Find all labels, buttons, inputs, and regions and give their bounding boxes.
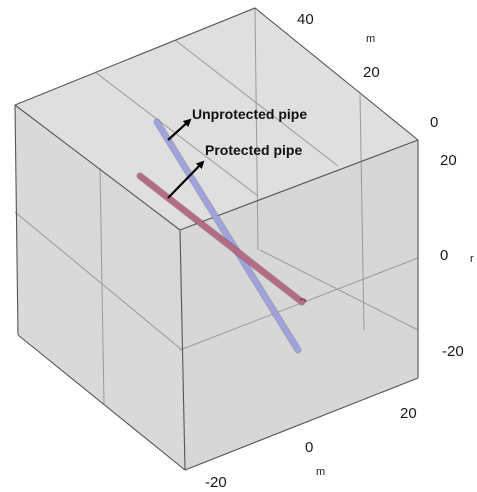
grid-lines xyxy=(14,7,419,406)
box-edges xyxy=(14,7,419,471)
back-axis-tick-40: 40 xyxy=(297,11,314,28)
pipe-end-cap xyxy=(299,298,307,303)
pipes xyxy=(136,118,307,354)
unprotected-pipe[interactable] xyxy=(154,119,301,353)
unprotected-pipe-label: Unprotected pipe xyxy=(192,106,307,122)
protected-pipe-arrow xyxy=(167,160,205,199)
box-right-face xyxy=(180,140,418,470)
box-back-face xyxy=(15,8,418,230)
protected-pipe[interactable] xyxy=(137,173,305,305)
geometry-box xyxy=(15,8,418,470)
back-axis-tick-0: 0 xyxy=(430,114,438,131)
back-axis-unit: m xyxy=(366,33,375,45)
right-axis-unit: r xyxy=(470,253,474,265)
bottom-axis-tick-20: 20 xyxy=(400,405,417,422)
bottom-axis-tick-neg20: -20 xyxy=(205,474,227,491)
bottom-axis-tick-0: 0 xyxy=(305,439,313,456)
bottom-axis-unit: m xyxy=(316,466,325,478)
right-axis-tick-0: 0 xyxy=(440,247,448,264)
unprotected-pipe-arrow xyxy=(167,118,192,141)
back-axis-tick-20: 20 xyxy=(363,64,380,81)
right-axis-tick-20: 20 xyxy=(440,152,457,169)
right-axis-tick-neg20: -20 xyxy=(442,343,464,360)
box-left-face xyxy=(15,105,185,470)
protected-pipe-label: Protected pipe xyxy=(205,142,302,158)
